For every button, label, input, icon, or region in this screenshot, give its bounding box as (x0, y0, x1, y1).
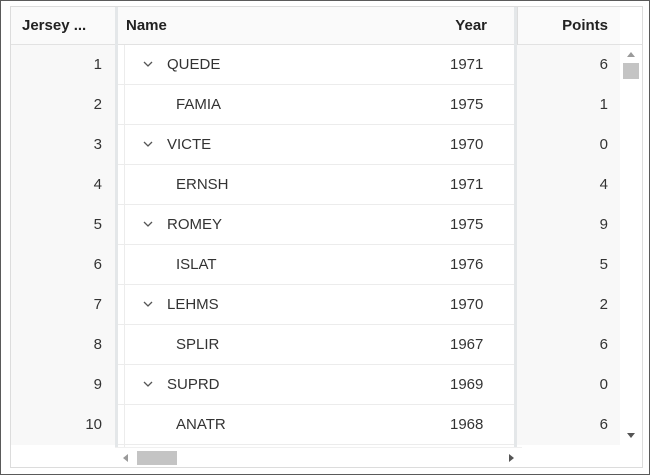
cell-jersey[interactable]: 7 (11, 285, 115, 325)
grid-body: 1 QUEDE 1971 6 2 FAMIA 1975 1 3 VICTE 1970 0 4 ERNSH 1… (11, 45, 620, 447)
cell-name[interactable]: SUPRD (124, 365, 424, 405)
cell-points[interactable]: 6 (517, 45, 620, 85)
cell-name[interactable]: LEHMS (124, 285, 424, 325)
cell-name[interactable]: VICTE (124, 125, 424, 165)
triangle-right-icon[interactable] (506, 453, 516, 463)
cell-points[interactable]: 6 (517, 405, 620, 445)
cell-name[interactable]: ERNSH (124, 165, 424, 205)
cell-year[interactable]: 1975 (450, 96, 484, 113)
cell-points[interactable]: 4 (517, 165, 620, 205)
name-label: FAMIA (176, 96, 222, 113)
cell-jersey[interactable]: 6 (11, 245, 115, 285)
name-label: ROMEY (167, 216, 223, 233)
cell-jersey[interactable]: 8 (11, 325, 115, 365)
cell-jersey[interactable]: 3 (11, 125, 115, 165)
vertical-scroll-thumb[interactable] (623, 63, 639, 79)
table-row[interactable]: 4 ERNSH 1971 4 (11, 165, 620, 205)
cell-points[interactable]: 6 (517, 325, 620, 365)
cell-name[interactable]: ANATR (124, 405, 424, 445)
horizontal-scroll-thumb[interactable] (137, 451, 177, 465)
column-divider (124, 45, 125, 447)
name-label: SPLIR (176, 336, 220, 353)
cell-year[interactable]: 1968 (450, 416, 484, 433)
cell-name[interactable]: FAMIA (124, 85, 424, 125)
cell-points[interactable]: 1 (517, 85, 620, 125)
cell-points[interactable]: 0 (517, 125, 620, 165)
header-divider[interactable] (517, 7, 518, 45)
tree-grid: Jersey ... Name Year Points 1 QUEDE 1971 6 2… (10, 6, 643, 468)
table-row[interactable]: 5 ROMEY 1975 9 (11, 205, 620, 245)
cell-points[interactable]: 2 (517, 285, 620, 325)
table-row[interactable]: 6 ISLAT 1976 5 (11, 245, 620, 285)
vertical-scrollbar[interactable] (620, 45, 642, 447)
cell-jersey[interactable]: 9 (11, 365, 115, 405)
name-label: LEHMS (167, 296, 219, 313)
cell-jersey[interactable]: 2 (11, 85, 115, 125)
name-label: ERNSH (176, 176, 229, 193)
name-label: SUPRD (167, 376, 220, 393)
frozen-column-divider (514, 7, 517, 447)
cell-jersey[interactable]: 4 (11, 165, 115, 205)
cell-year[interactable]: 1971 (450, 56, 484, 73)
cell-name[interactable]: ROMEY (124, 205, 424, 245)
cell-jersey[interactable]: 10 (11, 405, 115, 445)
column-header-name[interactable]: Name (126, 17, 167, 34)
table-row[interactable]: 10 ANATR 1968 6 (11, 405, 620, 445)
cell-year[interactable]: 1971 (450, 176, 484, 193)
cell-year[interactable]: 1970 (450, 136, 484, 153)
chevron-down-icon[interactable] (142, 58, 154, 70)
table-row[interactable]: 3 VICTE 1970 0 (11, 125, 620, 165)
table-row[interactable]: 2 FAMIA 1975 1 (11, 85, 620, 125)
chevron-down-icon[interactable] (142, 138, 154, 150)
triangle-down-icon[interactable] (626, 431, 636, 441)
name-label: ISLAT (176, 256, 217, 273)
cell-jersey[interactable]: 1 (11, 45, 115, 85)
column-header-year[interactable]: Year (455, 17, 487, 34)
cell-year[interactable]: 1969 (450, 376, 484, 393)
cell-points[interactable]: 5 (517, 245, 620, 285)
cell-year[interactable]: 1967 (450, 336, 484, 353)
column-header-points[interactable]: Points (562, 17, 608, 34)
cell-name[interactable]: ISLAT (124, 245, 424, 285)
table-row[interactable]: 7 LEHMS 1970 2 (11, 285, 620, 325)
table-row[interactable]: 9 SUPRD 1969 0 (11, 365, 620, 405)
scroll-corner-right (522, 447, 642, 467)
cell-year[interactable]: 1975 (450, 216, 484, 233)
cell-points[interactable]: 0 (517, 365, 620, 405)
table-row[interactable]: 1 QUEDE 1971 6 (11, 45, 620, 85)
grid-header: Jersey ... Name Year Points (11, 7, 620, 45)
cell-points[interactable]: 9 (517, 205, 620, 245)
horizontal-scrollbar[interactable] (115, 447, 522, 467)
cell-jersey[interactable]: 5 (11, 205, 115, 245)
name-label: QUEDE (167, 56, 221, 73)
chevron-down-icon[interactable] (142, 218, 154, 230)
table-row[interactable]: 8 SPLIR 1967 6 (11, 325, 620, 365)
chevron-down-icon[interactable] (142, 298, 154, 310)
triangle-up-icon[interactable] (626, 49, 636, 59)
chevron-down-icon[interactable] (142, 378, 154, 390)
triangle-left-icon[interactable] (121, 453, 131, 463)
cell-year[interactable]: 1976 (450, 256, 484, 273)
name-label: VICTE (167, 136, 212, 153)
cell-name[interactable]: SPLIR (124, 325, 424, 365)
cell-year[interactable]: 1970 (450, 296, 484, 313)
cell-name[interactable]: QUEDE (124, 45, 424, 85)
name-label: ANATR (176, 416, 226, 433)
column-header-jersey[interactable]: Jersey ... (22, 17, 87, 34)
scroll-corner-left (11, 447, 115, 467)
frozen-column-divider (115, 7, 118, 447)
header-corner (620, 7, 642, 45)
